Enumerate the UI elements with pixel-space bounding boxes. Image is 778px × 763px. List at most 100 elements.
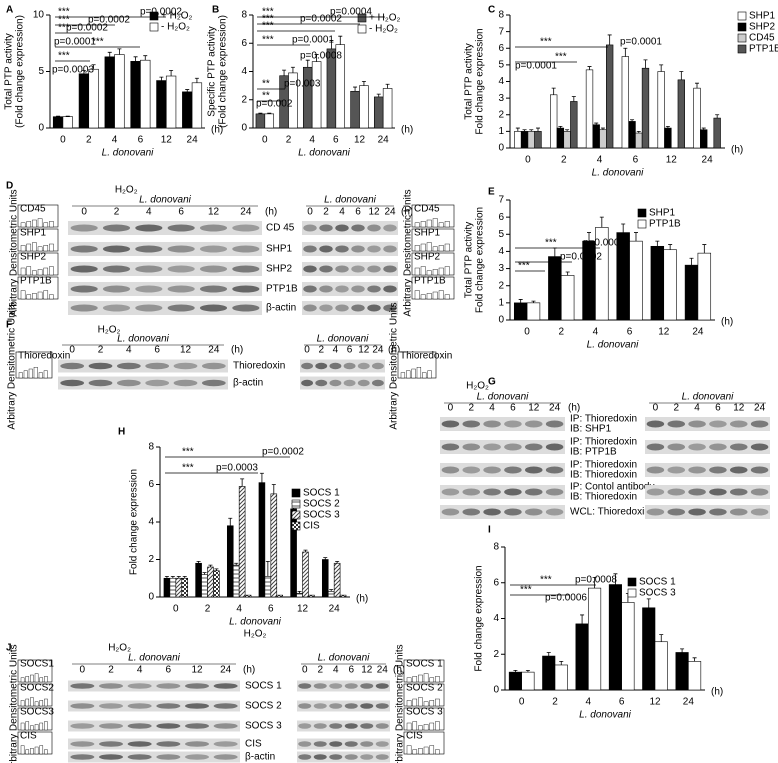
inset-bar bbox=[423, 701, 429, 707]
inset-bar bbox=[43, 370, 48, 379]
band bbox=[709, 488, 727, 496]
inset-bar bbox=[432, 246, 438, 252]
band bbox=[329, 754, 343, 760]
band bbox=[70, 245, 98, 253]
x-tick-label: 12 bbox=[658, 327, 670, 338]
row-label: IB: SHP1 bbox=[570, 424, 612, 435]
band bbox=[343, 362, 356, 370]
band bbox=[213, 683, 238, 689]
inset-axis-label: Arbitrary Densitometric Units bbox=[7, 302, 18, 429]
bar bbox=[675, 652, 689, 691]
band bbox=[303, 224, 317, 232]
band bbox=[313, 741, 327, 747]
inset-bar bbox=[43, 245, 49, 252]
inset-bar bbox=[412, 749, 418, 755]
annotation: ** bbox=[262, 91, 270, 102]
inset-bar bbox=[444, 294, 450, 300]
band bbox=[344, 754, 358, 760]
x-tick-label: 0 bbox=[525, 155, 531, 166]
inset-bar bbox=[435, 749, 440, 755]
legend-label: CIS bbox=[303, 521, 320, 532]
blot-header: L. donovani bbox=[128, 653, 180, 664]
band bbox=[730, 508, 748, 516]
annotation: *** bbox=[540, 575, 552, 586]
x-tick-label: 2 bbox=[286, 135, 292, 146]
band bbox=[313, 683, 327, 689]
bar bbox=[713, 117, 721, 149]
lane-label: 24 bbox=[377, 665, 389, 676]
inset-label: SHP1 bbox=[20, 228, 47, 239]
row-label: SOCS 3 bbox=[245, 721, 282, 732]
error-bar bbox=[599, 216, 604, 228]
y-axis-label: Total PTP activity bbox=[4, 33, 15, 110]
legend-swatch bbox=[737, 22, 747, 32]
error-bar bbox=[265, 560, 270, 577]
annotation: p=0.0001 bbox=[292, 35, 334, 46]
error-bar bbox=[551, 87, 556, 95]
band bbox=[646, 466, 665, 474]
inset-bar bbox=[426, 219, 432, 228]
lane-label: 12 bbox=[361, 665, 373, 676]
bar bbox=[156, 80, 167, 129]
x-tick-label: 0 bbox=[60, 135, 66, 146]
inset-bar bbox=[420, 221, 426, 228]
lane-label: 24 bbox=[549, 403, 561, 414]
band bbox=[232, 265, 260, 273]
inset-bar bbox=[34, 724, 39, 731]
inset-bar bbox=[30, 697, 34, 707]
bar bbox=[621, 56, 629, 149]
lane-label: 4 bbox=[694, 403, 700, 414]
band bbox=[367, 285, 381, 293]
legend-swatch bbox=[357, 24, 367, 34]
band bbox=[70, 741, 95, 747]
band bbox=[199, 245, 228, 253]
error-bar bbox=[271, 484, 276, 494]
error-bar bbox=[529, 129, 534, 132]
legend-label: SHP1 bbox=[649, 208, 676, 219]
band bbox=[329, 723, 343, 729]
band bbox=[298, 723, 312, 729]
bar bbox=[207, 566, 214, 598]
band bbox=[545, 488, 564, 496]
error-bar bbox=[267, 112, 272, 114]
inset-label: CD45 bbox=[20, 204, 46, 215]
legend-label: SOCS 3 bbox=[639, 588, 676, 599]
band bbox=[462, 466, 480, 474]
panel-label: F bbox=[6, 320, 12, 331]
error-bar bbox=[335, 560, 340, 564]
band bbox=[213, 741, 238, 747]
inset-bar bbox=[412, 721, 418, 731]
y-axis-label: Fold change expression bbox=[475, 207, 486, 313]
legend-swatch bbox=[291, 499, 301, 509]
band bbox=[199, 304, 228, 312]
band bbox=[344, 683, 358, 689]
y-tick-label: 6 bbox=[493, 577, 499, 588]
y-tick-label: 3 bbox=[498, 263, 504, 274]
lane-label: 0 bbox=[653, 403, 659, 414]
band bbox=[343, 379, 356, 387]
error-bar bbox=[169, 69, 174, 77]
band bbox=[351, 285, 365, 293]
error-bar bbox=[665, 125, 670, 129]
y-tick-label: 6 bbox=[148, 479, 154, 490]
lane-label: 12 bbox=[208, 207, 220, 218]
inset-bar bbox=[426, 270, 432, 276]
inset-bar bbox=[37, 218, 43, 228]
bar bbox=[585, 69, 594, 149]
band bbox=[173, 362, 198, 370]
bar bbox=[264, 113, 275, 129]
error-bar bbox=[633, 232, 638, 242]
bar bbox=[276, 594, 284, 598]
inset-label: SHP2 bbox=[20, 252, 47, 263]
error-bar bbox=[133, 56, 138, 62]
error-bar bbox=[630, 119, 635, 122]
annotation: *** bbox=[58, 7, 70, 18]
x-tick-label: 4 bbox=[236, 604, 242, 615]
inset-bar bbox=[44, 721, 48, 731]
band bbox=[383, 265, 397, 273]
annotation: p=0.0002 bbox=[560, 252, 602, 263]
lane-label: 24 bbox=[208, 345, 220, 356]
band bbox=[750, 466, 769, 474]
bar bbox=[255, 113, 266, 129]
x-axis-label: L. donovani bbox=[298, 148, 350, 159]
